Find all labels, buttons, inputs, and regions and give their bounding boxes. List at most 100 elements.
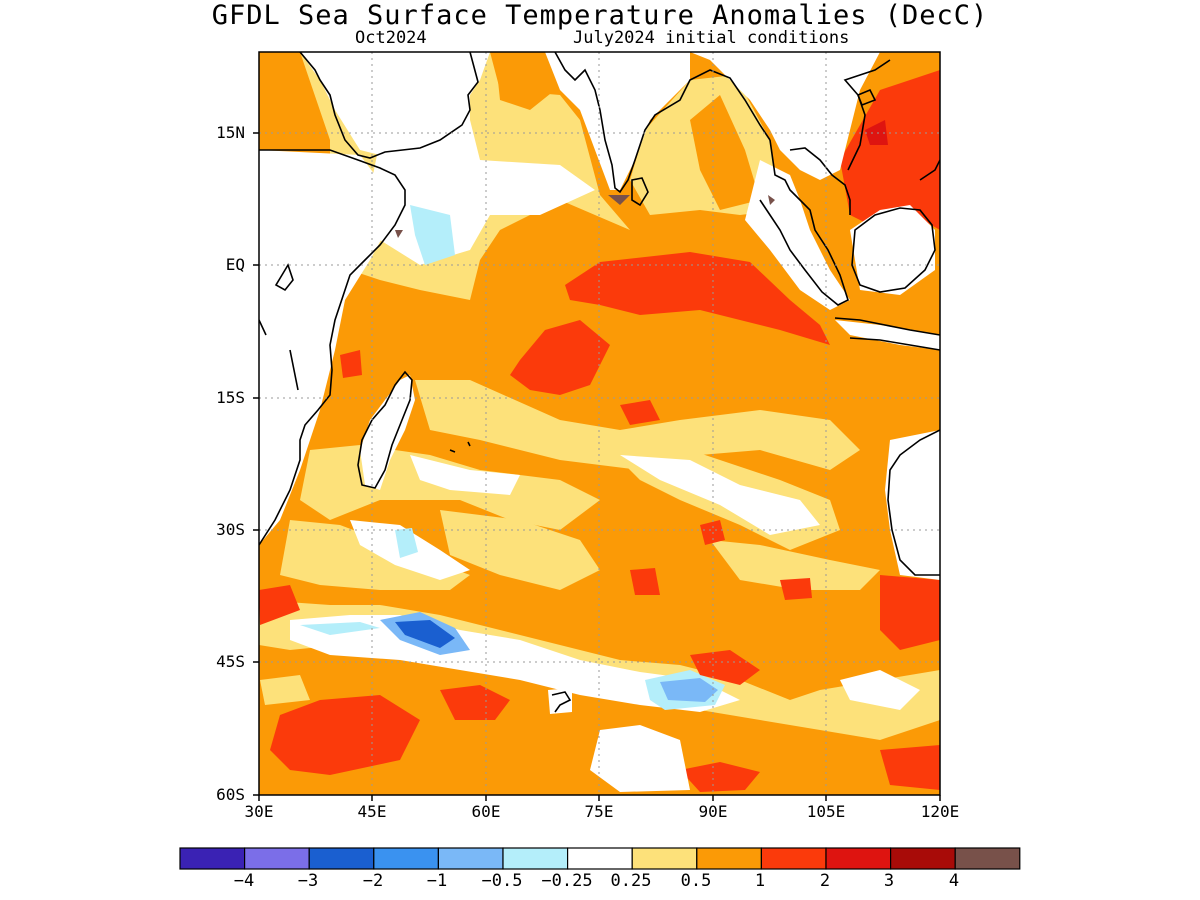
colorbar-swatch <box>373 847 439 870</box>
anomaly-patch <box>510 320 610 395</box>
anomaly-patch <box>840 70 940 230</box>
lat-tick-label: EQ <box>225 255 245 274</box>
land-australia <box>885 430 940 580</box>
land-arabia <box>259 52 490 155</box>
anomaly-patch <box>680 762 760 792</box>
anomaly-patch <box>710 540 880 590</box>
anomaly-patch <box>395 528 418 558</box>
lat-tick-label: 60S <box>216 785 245 804</box>
colorbar-label: 1 <box>754 871 766 891</box>
anomaly-patch <box>270 695 420 775</box>
anomaly-patch <box>565 252 830 345</box>
forecast-month: Oct2024 <box>355 28 427 48</box>
coast-java <box>834 317 940 351</box>
colorbar-label: 2 <box>819 871 831 891</box>
anomaly-patch <box>690 95 760 210</box>
coast-australia <box>887 429 940 576</box>
coast-sumatra <box>759 139 849 306</box>
land-southeast-asia <box>690 52 880 180</box>
lon-tick-label: 75E <box>584 802 614 821</box>
anomaly-patch <box>395 620 455 648</box>
coast-arabia <box>299 52 479 159</box>
anomaly-patch <box>440 685 510 720</box>
anomaly-patch <box>440 510 600 590</box>
lat-tick-label: 15S <box>216 388 245 407</box>
colorbar-swatch <box>760 847 827 870</box>
extreme-anomaly-marker <box>768 195 775 205</box>
land-java <box>835 320 940 350</box>
coast-islands <box>856 88 940 181</box>
colorbar-label: 0.25 <box>610 871 652 891</box>
colorbar-label: −2 <box>362 871 384 891</box>
lon-tick-label: 105E <box>806 802 846 821</box>
extreme-anomaly-marker <box>608 195 630 205</box>
anomaly-patch <box>780 578 812 600</box>
land-madagascar <box>360 375 415 490</box>
colorbar-swatch <box>502 847 569 870</box>
colorbar <box>179 847 1021 870</box>
colorbar-swatch <box>437 847 504 870</box>
anomaly-patch <box>495 52 555 110</box>
coast-borneo <box>851 207 936 293</box>
coast-mascarene <box>449 441 471 453</box>
anomaly-patch <box>840 670 920 710</box>
land-borneo <box>850 205 935 295</box>
coast-madagascar <box>357 370 413 489</box>
anomaly-patch <box>340 350 362 378</box>
coast-india <box>554 52 771 194</box>
lon-tick-label: 120E <box>920 802 960 821</box>
colorbar-label: −3 <box>297 871 319 891</box>
anomaly-patch <box>260 675 310 705</box>
extreme-anomaly-marker <box>395 230 403 238</box>
colorbar-swatch <box>889 847 956 870</box>
anomaly-patch <box>690 650 760 685</box>
colorbar-label: 4 <box>948 871 960 891</box>
lon-tick-label: 90E <box>698 802 728 821</box>
initial-conditions-label: July2024 initial conditions <box>573 28 850 48</box>
anomaly-patch <box>590 725 690 792</box>
colorbar-swatch <box>631 847 698 870</box>
anomaly-patch <box>410 455 520 495</box>
anomaly-patch <box>410 205 455 265</box>
anomaly-patch <box>620 455 820 535</box>
colorbar-label: −4 <box>233 871 255 891</box>
colorbar-swatch <box>308 847 375 870</box>
colorbar-label: −0.5 <box>481 871 523 891</box>
anomaly-field <box>259 52 940 795</box>
tick-marks <box>253 132 941 801</box>
lat-tick-label: 30S <box>216 520 245 539</box>
colorbar-swatch <box>696 847 762 870</box>
lon-tick-label: 30E <box>244 802 274 821</box>
anomaly-patch <box>660 678 718 702</box>
colorbar-swatch <box>566 847 633 870</box>
coast-lake-victoria <box>274 263 294 292</box>
colorbar-label: 0.5 <box>680 871 712 891</box>
graticule <box>259 52 940 795</box>
lat-tick-label: 45S <box>216 652 245 671</box>
coastlines <box>259 52 940 713</box>
anomaly-patch <box>880 745 940 790</box>
colorbar-swatch <box>954 847 1021 870</box>
coast-kerguelen <box>551 691 572 713</box>
coast-mainland <box>789 59 891 215</box>
colorbar-label: −1 <box>426 871 448 891</box>
lon-tick-label: 45E <box>357 802 387 821</box>
colorbar-swatch <box>179 847 246 870</box>
lat-tick-label: 15N <box>216 123 245 142</box>
colorbar-swatch <box>825 847 892 870</box>
anomaly-patch <box>259 585 300 625</box>
lon-tick-label: 60E <box>471 802 501 821</box>
map-title: GFDL Sea Surface Temperature Anomalies (… <box>211 0 989 31</box>
anomaly-patch <box>880 575 940 650</box>
coast-african-lakes <box>259 319 299 391</box>
colorbar-label: −0.25 <box>541 871 593 891</box>
land-india <box>545 52 690 190</box>
anomaly-patch <box>415 380 860 470</box>
anomaly-patch <box>620 400 660 425</box>
anomaly-patch <box>300 622 380 635</box>
colorbar-label: 3 <box>883 871 895 891</box>
coast-africa <box>259 149 406 546</box>
anomaly-patch <box>630 568 660 595</box>
anomaly-patch <box>865 120 888 145</box>
